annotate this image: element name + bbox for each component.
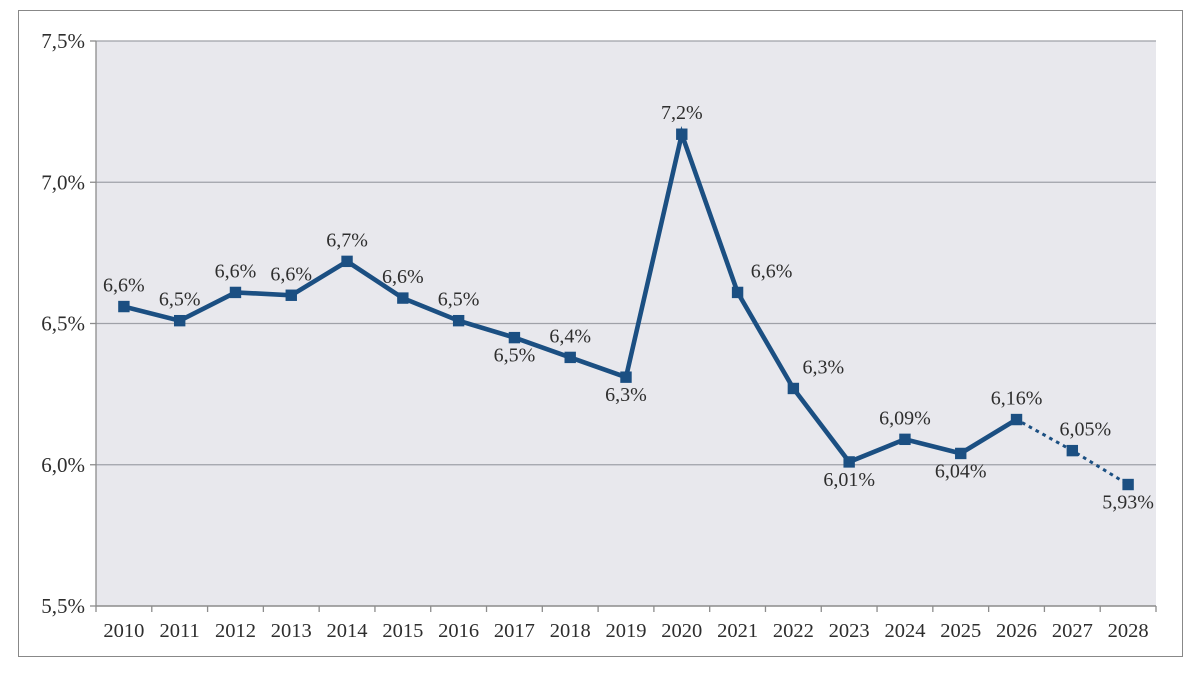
y-axis-label: 5,5%: [41, 594, 85, 618]
x-axis-label: 2024: [884, 620, 925, 642]
x-axis-label: 2026: [996, 620, 1037, 642]
data-point-marker: [397, 292, 409, 304]
data-point-marker: [1010, 413, 1023, 426]
x-axis-label: 2028: [1108, 620, 1149, 642]
x-axis-label: 2025: [940, 620, 981, 642]
x-axis-label: 2016: [438, 620, 479, 642]
data-label: 6,04%: [935, 460, 987, 482]
data-label: 6,3%: [605, 384, 647, 406]
data-label: 6,7%: [326, 229, 368, 251]
x-axis-label: 2011: [160, 620, 200, 642]
data-point-marker: [676, 128, 688, 140]
data-point-marker: [899, 433, 911, 446]
chart-frame: 7,5% 7,0% 6,5% 6,0% 5,5% 2010 2011 2012 2013 2014…: [18, 10, 1183, 657]
y-axis-label: 6,0%: [41, 453, 85, 477]
x-axis-label: 2018: [550, 620, 591, 642]
data-label: 7,2%: [661, 102, 703, 124]
x-axis-label: 2012: [215, 620, 256, 642]
x-axis-label: 2019: [606, 620, 647, 642]
data-point-marker: [564, 351, 576, 364]
x-axis-label: 2017: [494, 620, 535, 642]
data-point-marker: [955, 447, 967, 460]
x-axis-label: 2020: [661, 620, 702, 642]
data-label: 6,16%: [991, 388, 1043, 410]
data-point-marker: [731, 286, 744, 299]
data-point-marker: [620, 371, 632, 383]
data-label: 6,05%: [1059, 419, 1111, 441]
data-label: 6,09%: [879, 407, 931, 429]
x-axis-label: 2015: [382, 620, 423, 642]
y-axis-label: 7,5%: [41, 29, 85, 53]
data-label: 6,6%: [382, 266, 424, 288]
x-axis-label: 2022: [773, 620, 814, 642]
x-axis-label: 2013: [271, 620, 312, 642]
data-label: 6,5%: [438, 289, 480, 311]
y-axis-label: 7,0%: [41, 170, 85, 194]
data-label: 6,5%: [159, 289, 201, 311]
data-label: 5,93%: [1102, 492, 1154, 514]
data-label: 6,6%: [215, 260, 257, 282]
data-point-marker: [285, 289, 297, 301]
data-label: 6,4%: [549, 325, 591, 347]
data-point-marker: [1122, 478, 1134, 491]
data-label: 6,6%: [751, 260, 793, 282]
data-point-marker: [508, 331, 521, 344]
data-point-marker: [118, 300, 130, 313]
data-point-marker: [341, 255, 353, 268]
data-label: 6,01%: [823, 469, 875, 491]
line-chart: 7,5% 7,0% 6,5% 6,0% 5,5% 2010 2011 2012 2013 2014…: [41, 29, 1157, 642]
data-point-marker: [843, 456, 855, 468]
data-label: 6,6%: [270, 263, 312, 285]
data-point-marker: [452, 314, 465, 327]
data-point-marker: [173, 314, 186, 327]
x-axis-label: 2021: [717, 620, 758, 642]
x-axis-label: 2023: [829, 620, 870, 642]
x-axis-label: 2027: [1052, 620, 1093, 642]
x-axis-label: 2010: [103, 620, 144, 642]
y-axis-label: 6,5%: [41, 312, 85, 336]
data-label: 6,3%: [803, 356, 845, 378]
data-label: 6,6%: [103, 275, 145, 297]
data-point-marker: [787, 382, 800, 395]
data-label: 6,5%: [494, 345, 536, 367]
x-axis-label: 2014: [327, 620, 368, 642]
data-point-marker: [229, 286, 242, 299]
data-point-marker: [1066, 444, 1079, 457]
